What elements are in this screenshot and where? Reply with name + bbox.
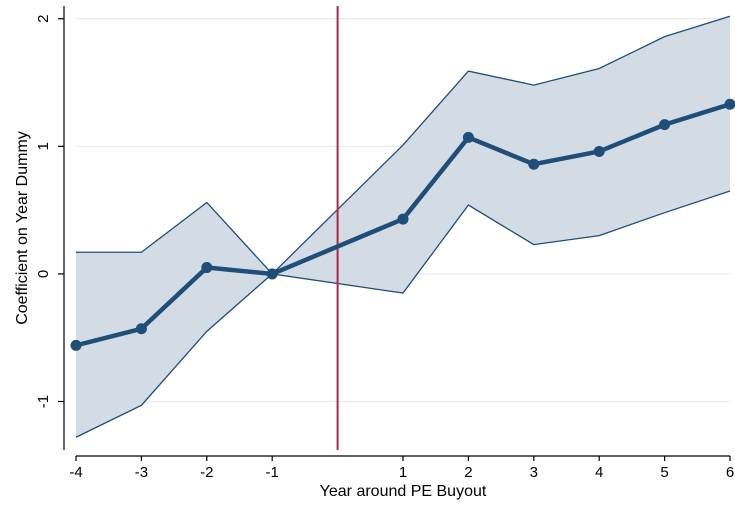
data-point: [397, 213, 409, 225]
x-tick-label: -2: [200, 464, 213, 481]
y-tick-label: 1: [35, 142, 52, 150]
x-tick-label: -3: [135, 464, 148, 481]
data-point: [266, 268, 278, 280]
x-tick-label: 2: [464, 464, 472, 481]
x-tick-label: 3: [530, 464, 538, 481]
x-tick-label: 5: [660, 464, 668, 481]
data-point: [659, 119, 671, 131]
data-point: [528, 158, 540, 170]
y-tick-label: 2: [35, 15, 52, 23]
confidence-band-fill: [76, 16, 730, 438]
x-tick-label: 6: [726, 464, 734, 481]
y-axis-label: Coefficient on Year Dummy: [14, 131, 31, 325]
data-point: [724, 98, 735, 110]
confidence-band: [75, 15, 731, 438]
data-point: [462, 131, 474, 143]
y-tick-label: 0: [35, 270, 52, 278]
data-point: [201, 262, 213, 274]
coefficient-line: [75, 102, 731, 348]
x-axis-ticks: -4 -3 -2 -1 1 2 3 4 5 6: [69, 456, 734, 481]
y-tick-label: -1: [35, 395, 52, 408]
x-tick-label: -1: [266, 464, 279, 481]
data-point: [593, 145, 605, 157]
data-point: [135, 323, 147, 335]
y-axis-ticks: -1 0 1 2: [35, 15, 64, 408]
series-group: [70, 98, 735, 351]
x-axis-label: Year around PE Buyout: [320, 483, 487, 500]
x-tick-label: 4: [595, 464, 603, 481]
x-tick-label: -4: [69, 464, 82, 481]
x-tick-label: 1: [399, 464, 407, 481]
data-point: [70, 339, 82, 351]
ci-upper-line: [76, 15, 731, 275]
ci-lower-line: [75, 190, 731, 438]
